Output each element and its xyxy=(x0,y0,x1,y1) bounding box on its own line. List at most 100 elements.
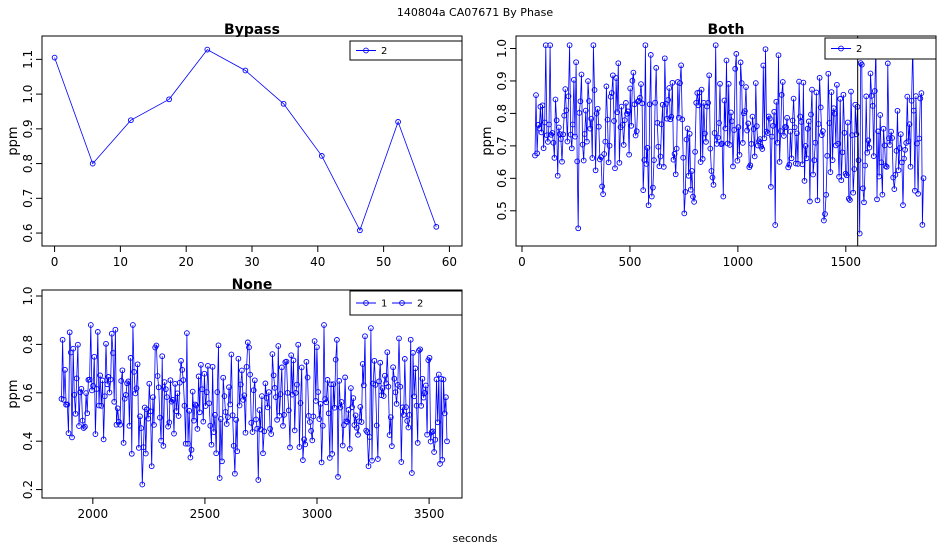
data-point xyxy=(93,386,100,392)
data-point xyxy=(140,444,147,451)
data-point xyxy=(83,390,89,396)
data-point xyxy=(786,161,793,168)
data-point xyxy=(366,434,373,440)
data-point xyxy=(577,98,584,105)
x-tick-label: 2500 xyxy=(190,507,221,521)
data-point xyxy=(199,386,205,393)
data-point xyxy=(838,177,845,184)
data-point xyxy=(720,193,727,200)
y-tick-label: 0.8 xyxy=(21,154,35,173)
data-point xyxy=(342,374,348,381)
data-point xyxy=(362,333,368,340)
data-point xyxy=(71,391,78,398)
data-point xyxy=(390,364,396,371)
data-point xyxy=(120,440,127,446)
data-point xyxy=(401,356,408,362)
data-point xyxy=(878,159,885,166)
data-point xyxy=(777,128,784,134)
data-point xyxy=(296,444,303,450)
data-point xyxy=(589,155,596,161)
data-point xyxy=(264,404,271,411)
data-point xyxy=(266,389,272,395)
data-point xyxy=(721,97,728,104)
data-point xyxy=(568,145,575,152)
data-point xyxy=(699,156,706,162)
data-point xyxy=(216,475,223,481)
x-tick-label: 60 xyxy=(442,255,457,269)
data-point xyxy=(371,357,378,364)
data-point xyxy=(123,392,129,398)
data-point xyxy=(434,419,441,426)
data-point xyxy=(889,135,895,141)
data-point xyxy=(99,377,106,384)
data-point xyxy=(829,157,836,163)
legend-label: 2 xyxy=(856,44,862,55)
data-point xyxy=(886,135,892,142)
data-point xyxy=(414,440,421,446)
data-point xyxy=(395,119,401,125)
data-point xyxy=(274,416,280,423)
data-point xyxy=(769,133,775,140)
data-point xyxy=(731,127,737,133)
data-point xyxy=(603,83,610,90)
data-point xyxy=(285,407,292,414)
data-point xyxy=(916,135,923,142)
data-point xyxy=(595,123,602,130)
data-point xyxy=(572,133,578,140)
data-point xyxy=(762,46,769,53)
data-point xyxy=(729,118,735,125)
data-point xyxy=(558,136,564,142)
data-point xyxy=(783,124,789,131)
x-tick-label: 2000 xyxy=(78,507,109,521)
y-tick-label: 0.6 xyxy=(21,383,35,402)
data-point xyxy=(879,191,886,198)
y-tick-label: 0.4 xyxy=(21,432,35,451)
data-point xyxy=(569,121,576,128)
data-point xyxy=(579,141,586,148)
data-point xyxy=(790,95,797,102)
data-point xyxy=(84,410,91,417)
data-point xyxy=(594,105,601,112)
data-point xyxy=(692,148,698,155)
x-tick-label: 20 xyxy=(179,255,194,269)
legend-marker xyxy=(399,300,405,306)
data-point xyxy=(426,354,433,361)
x-tick-label: 50 xyxy=(376,255,391,269)
data-point xyxy=(250,387,257,394)
data-point xyxy=(824,152,831,159)
data-point xyxy=(678,62,684,69)
y-axis-label: ppm xyxy=(480,126,495,155)
data-point xyxy=(652,99,658,106)
data-point xyxy=(605,159,612,166)
data-point xyxy=(389,443,395,449)
data-point xyxy=(728,109,734,116)
data-point xyxy=(658,121,665,128)
data-point xyxy=(406,412,413,418)
data-point xyxy=(201,370,208,377)
data-point xyxy=(189,388,196,395)
data-point xyxy=(324,377,331,383)
data-point xyxy=(626,151,632,158)
y-tick-label: 0.2 xyxy=(21,480,35,499)
data-point xyxy=(69,434,75,441)
data-point xyxy=(91,353,98,360)
data-point xyxy=(874,196,880,203)
data-point xyxy=(802,143,809,149)
y-axis: 0.2 0.4 0.6 0.8 1.0 xyxy=(21,286,42,499)
data-point xyxy=(128,450,135,457)
data-point xyxy=(350,395,357,401)
data-point xyxy=(668,113,675,120)
data-point xyxy=(670,156,677,163)
data-point xyxy=(768,184,774,190)
data-point xyxy=(776,159,783,165)
y-tick-label: 0.7 xyxy=(495,136,509,155)
data-point xyxy=(233,416,239,423)
data-point xyxy=(560,131,566,138)
legend-marker xyxy=(363,300,369,306)
data-point xyxy=(811,157,818,164)
data-point xyxy=(902,146,908,153)
data-point xyxy=(753,123,760,130)
data-point xyxy=(871,88,878,94)
data-point xyxy=(160,443,167,449)
data-point xyxy=(655,143,662,150)
